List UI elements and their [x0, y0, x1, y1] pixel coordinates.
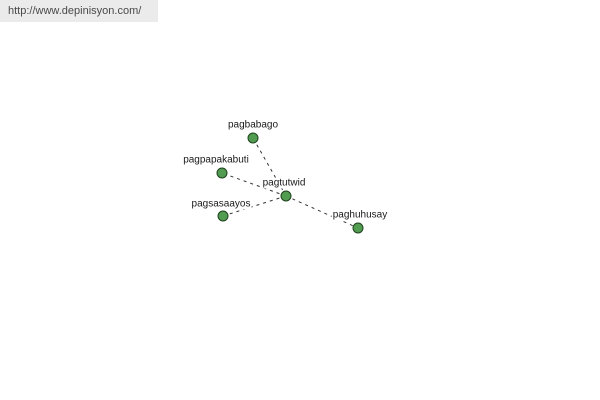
graph-node-paghuhusay[interactable] [352, 222, 364, 234]
graph-node-pagbabago[interactable] [247, 132, 259, 144]
node-label-paghuhusay[interactable]: paghuhusay [331, 209, 389, 221]
graph-node-pagsasaayos[interactable] [217, 210, 229, 222]
graph-node-pagpapakabuti[interactable] [216, 167, 228, 179]
graph-edge-pagtutwid-paghuhusay [285, 195, 359, 229]
graph-node-pagtutwid[interactable] [280, 190, 292, 202]
node-label-pagsasaayos[interactable]: pagsasaayos [190, 198, 252, 210]
graph-edge-pagtutwid-pagpapakabuti [221, 172, 287, 197]
address-bar[interactable]: http://www.depinisyon.com/ [0, 0, 158, 22]
node-label-pagbabago[interactable]: pagbabago [226, 119, 280, 131]
node-label-pagtutwid[interactable]: pagtutwid [261, 177, 307, 189]
node-label-pagpapakabuti[interactable]: pagpapakabuti [182, 154, 250, 166]
